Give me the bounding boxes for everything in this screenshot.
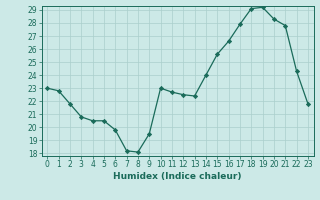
X-axis label: Humidex (Indice chaleur): Humidex (Indice chaleur)	[113, 172, 242, 181]
